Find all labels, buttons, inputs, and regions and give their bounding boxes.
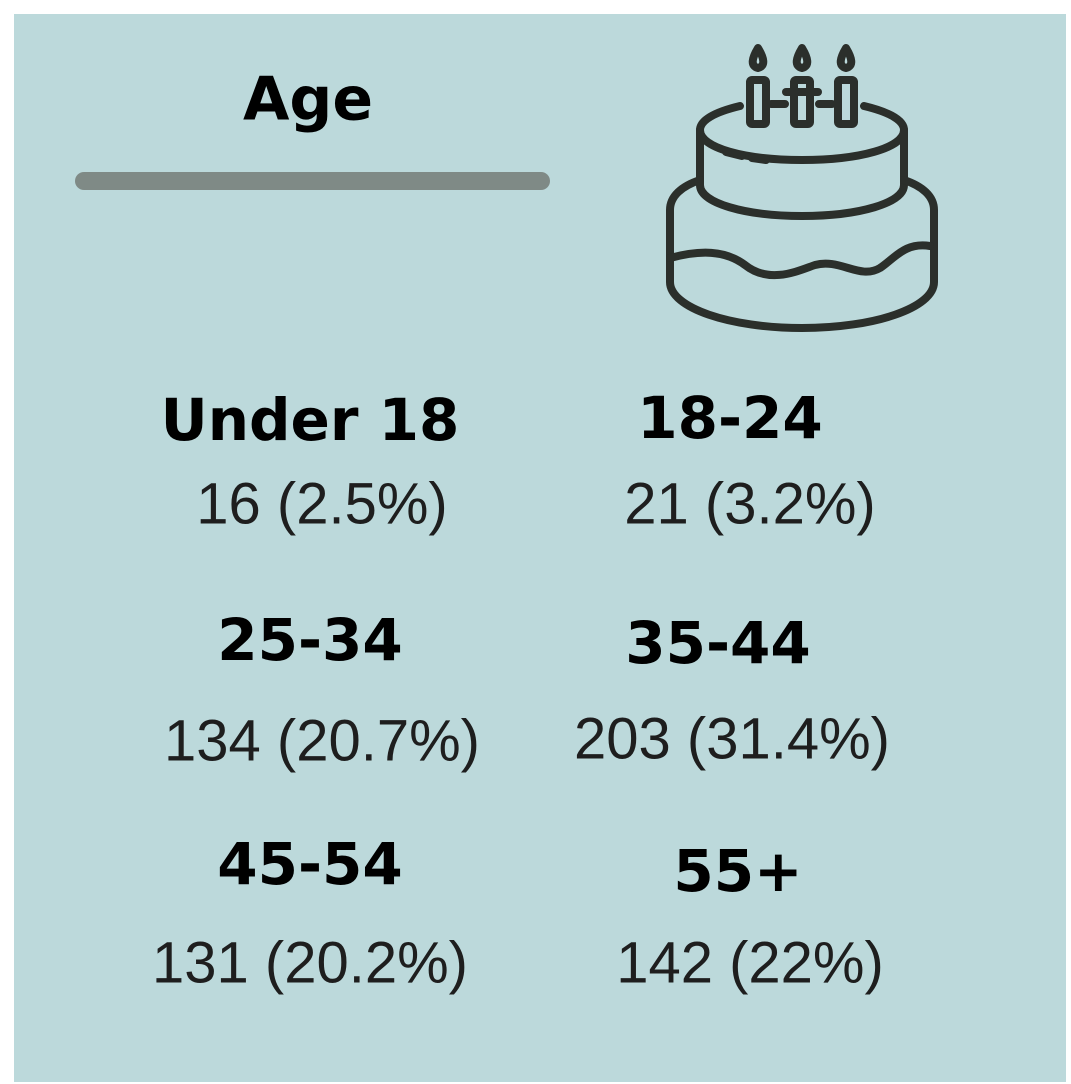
card xyxy=(14,14,1066,1082)
group-label: 35-44 xyxy=(625,609,811,677)
group-label: Under 18 xyxy=(161,386,460,454)
group-label: 25-34 xyxy=(217,606,403,674)
group-value: 134 (20.7%) xyxy=(164,708,480,773)
group-value: 16 (2.5%) xyxy=(196,471,447,536)
group-value: 21 (3.2%) xyxy=(624,471,875,536)
group-label: 45-54 xyxy=(217,830,403,898)
title: Age xyxy=(243,65,373,135)
group-label: 55+ xyxy=(673,837,802,905)
group-value: 131 (20.2%) xyxy=(152,930,468,995)
group-value: 203 (31.4%) xyxy=(574,706,890,771)
group-label: 18-24 xyxy=(637,384,823,452)
group-value: 142 (22%) xyxy=(616,930,884,995)
cake-icon xyxy=(666,44,938,332)
